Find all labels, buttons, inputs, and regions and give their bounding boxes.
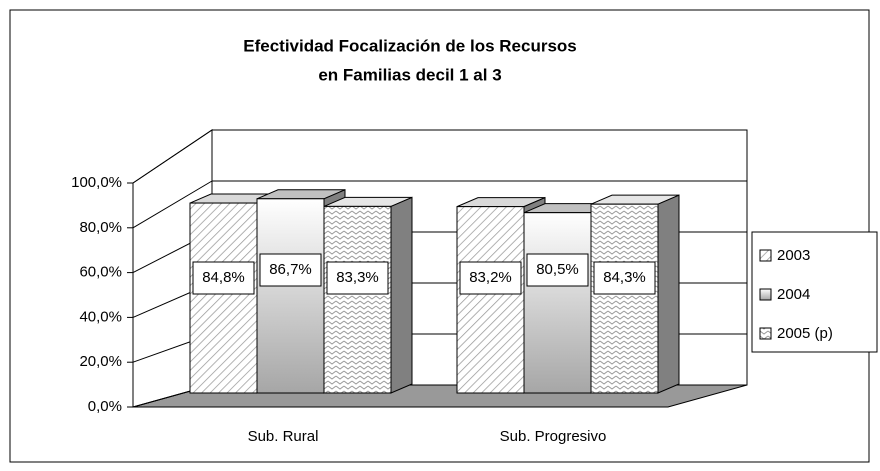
legend <box>751 231 878 353</box>
value-label: 86,7% <box>269 261 312 278</box>
x-tick-label: Sub. Rural <box>248 428 319 445</box>
y-tick-label: 0,0% <box>88 398 122 415</box>
bar <box>256 198 325 394</box>
bar <box>523 212 592 394</box>
bar <box>590 203 659 394</box>
value-label: 84,8% <box>202 269 245 286</box>
value-label-box <box>259 253 322 287</box>
bar <box>189 202 258 394</box>
value-label: 80,5% <box>536 261 579 278</box>
value-label-box <box>526 253 589 287</box>
value-label: 84,3% <box>603 269 646 286</box>
bar <box>456 206 525 394</box>
y-tick-label: 60,0% <box>79 264 122 281</box>
x-tick-label: Sub. Progresivo <box>500 428 607 445</box>
chart-title: en Familias decil 1 al 3 <box>318 65 501 84</box>
value-label-box <box>326 261 389 295</box>
legend-swatch <box>759 288 772 301</box>
y-tick-label: 20,0% <box>79 353 122 370</box>
value-label: 83,2% <box>469 269 512 286</box>
legend-label: 2005 (p) <box>777 325 833 342</box>
grid-line <box>132 180 213 229</box>
legend-label: 2004 <box>777 286 810 303</box>
value-label: 83,3% <box>336 269 379 286</box>
value-label-box <box>459 261 522 295</box>
legend-swatch <box>759 249 772 262</box>
grid-line <box>132 129 213 184</box>
y-tick-label: 80,0% <box>79 219 122 236</box>
value-label-box <box>593 261 656 295</box>
chart-title: Efectividad Focalización de los Recursos <box>243 36 577 55</box>
y-tick-label: 40,0% <box>79 308 122 325</box>
legend-label: 2003 <box>777 247 810 264</box>
legend-swatch <box>759 327 772 340</box>
value-label-box <box>192 261 255 295</box>
bar-side <box>657 194 680 394</box>
bar-side <box>390 196 413 394</box>
y-tick-label: 100,0% <box>71 174 122 191</box>
bar <box>323 205 392 394</box>
